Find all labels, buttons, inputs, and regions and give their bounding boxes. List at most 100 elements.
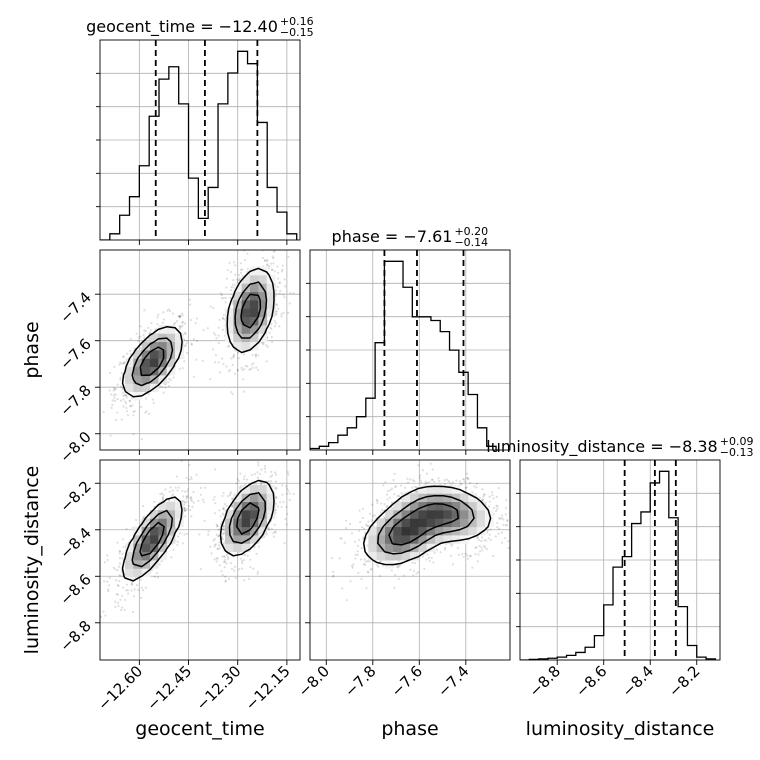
scatter-point xyxy=(512,535,514,537)
scatter-point xyxy=(481,549,484,552)
scatter-point xyxy=(413,485,417,488)
scatter-point xyxy=(262,343,265,346)
scatter-point xyxy=(111,403,114,406)
scatter-point xyxy=(212,498,215,501)
density-cell xyxy=(166,333,176,343)
scatter-point xyxy=(220,293,224,297)
scatter-point xyxy=(362,562,365,566)
scatter-point xyxy=(212,331,216,335)
scatter-point xyxy=(465,486,468,489)
scatter-point xyxy=(478,550,482,553)
scatter-point xyxy=(438,479,441,483)
scatter-point xyxy=(221,527,225,530)
scatter-point xyxy=(181,321,184,324)
scatter-point xyxy=(415,572,418,575)
scatter-point xyxy=(494,535,497,538)
scatter-point xyxy=(120,609,123,612)
scatter-point xyxy=(287,311,290,314)
scatter-point xyxy=(121,606,124,609)
scatter-point xyxy=(190,515,193,518)
density-cell xyxy=(241,543,251,553)
scatter-point xyxy=(224,301,227,304)
scatter-point xyxy=(359,558,363,561)
density-cell xyxy=(250,308,259,318)
scatter-point xyxy=(432,561,435,564)
scatter-point xyxy=(222,491,225,495)
density-cell xyxy=(401,510,411,519)
density-cell xyxy=(225,535,234,544)
scatter-point xyxy=(188,298,191,301)
scatter-point xyxy=(390,501,394,504)
density-cell xyxy=(401,535,411,544)
density-cell xyxy=(435,493,444,503)
scatter-point xyxy=(240,567,244,570)
scatter-point xyxy=(423,567,426,571)
scatter-point xyxy=(199,486,203,490)
density-cell xyxy=(468,501,478,511)
scatter-point xyxy=(153,575,156,578)
scatter-point xyxy=(249,558,252,561)
scatter-point xyxy=(366,570,369,573)
scatter-point xyxy=(266,260,269,263)
title-lower-error: −0.14 xyxy=(454,236,488,249)
scatter-point xyxy=(356,550,359,553)
scatter-point xyxy=(275,313,278,316)
scatter-point xyxy=(345,527,348,530)
scatter-point xyxy=(366,524,369,527)
scatter-point xyxy=(397,577,401,581)
scatter-point xyxy=(486,531,489,534)
scatter-point xyxy=(451,563,455,566)
title-value: luminosity_distance = −8.38 xyxy=(486,437,717,457)
scatter-point xyxy=(210,552,213,555)
density-cell xyxy=(385,526,394,536)
scatter-point xyxy=(430,478,434,481)
scatter-point xyxy=(460,482,463,485)
scatter-point xyxy=(223,555,227,558)
scatter-point xyxy=(238,277,241,280)
scatter-point xyxy=(270,474,274,477)
scatter-point xyxy=(129,337,132,341)
scatter-point xyxy=(393,472,396,475)
y-tick-label: −8.8 xyxy=(56,617,94,655)
scatter-point xyxy=(504,524,507,527)
x-tick-label: −8.8 xyxy=(526,662,564,700)
density-cell xyxy=(401,518,411,528)
density-cell xyxy=(443,510,453,519)
scatter-point xyxy=(106,588,109,591)
scatter-point xyxy=(476,537,479,540)
density-cell xyxy=(233,308,243,318)
scatter-point xyxy=(349,580,352,583)
axes-frame xyxy=(99,459,301,661)
scatter-point xyxy=(231,497,234,500)
density-cell xyxy=(225,510,234,519)
density-cell xyxy=(166,501,176,511)
scatter-point xyxy=(122,538,125,541)
density-cell xyxy=(141,358,151,368)
scatter-point xyxy=(133,409,136,413)
scatter-point xyxy=(275,310,278,313)
scatter-point xyxy=(264,470,267,474)
scatter-point xyxy=(160,385,164,389)
scatter-point xyxy=(217,544,221,547)
scatter-point xyxy=(189,496,192,499)
density-cell xyxy=(158,325,168,334)
scatter-point xyxy=(431,478,434,481)
density-panel-geocent_time-vs-phase: −8.0−7.8−7.6−7.4 xyxy=(56,249,301,466)
scatter-point xyxy=(281,493,284,496)
scatter-point xyxy=(211,348,215,351)
scatter-point xyxy=(450,544,453,547)
scatter-point xyxy=(180,460,183,462)
scatter-point xyxy=(103,561,106,564)
scatter-point xyxy=(120,372,124,375)
scatter-point xyxy=(369,568,372,571)
scatter-point xyxy=(382,484,385,487)
scatter-point xyxy=(102,410,105,414)
scatter-point xyxy=(217,528,220,531)
x-tick-label: −7.8 xyxy=(341,662,379,700)
scatter-point xyxy=(109,434,112,437)
scatter-point xyxy=(272,250,275,253)
scatter-point xyxy=(222,508,226,511)
scatter-point xyxy=(469,554,472,557)
scatter-point xyxy=(122,391,125,395)
scatter-point xyxy=(230,504,234,508)
